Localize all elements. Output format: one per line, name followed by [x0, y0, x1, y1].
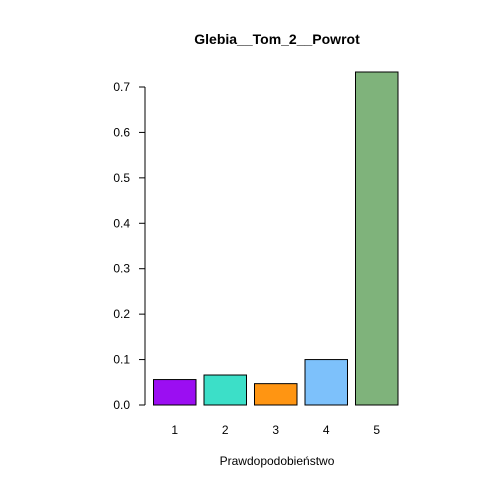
- bar-2: [203, 374, 247, 406]
- y-tick-label: 0.5: [113, 171, 130, 185]
- y-tick-label: 0.0: [113, 398, 130, 412]
- y-axis: 0.0 0.1 0.2 0.3 0.4 0.5 0.6 0.7: [113, 80, 146, 412]
- x-tick-label: 5: [373, 423, 380, 437]
- x-tick-label: 4: [323, 423, 330, 437]
- y-tick-label: 0.2: [113, 307, 130, 321]
- x-tick-label: 2: [222, 423, 229, 437]
- y-tick-label: 0.4: [113, 216, 130, 230]
- chart-title: Glebia__Tom_2__Powrot: [194, 31, 360, 47]
- x-axis-label: Prawdopodobieństwo: [220, 454, 335, 468]
- y-tick-label: 0.1: [113, 353, 130, 367]
- bar-1: [153, 379, 197, 406]
- x-tick-labels: 1 2 3 4 5: [171, 423, 380, 437]
- y-tick-label: 0.3: [113, 262, 130, 276]
- y-tick-label: 0.7: [113, 80, 130, 94]
- bar-4: [304, 359, 348, 406]
- y-tick-label: 0.6: [113, 125, 130, 139]
- bar-3: [254, 383, 298, 406]
- x-tick-label: 1: [171, 423, 178, 437]
- bar-5: [355, 71, 399, 406]
- bars: [153, 71, 399, 406]
- x-tick-label: 3: [272, 423, 279, 437]
